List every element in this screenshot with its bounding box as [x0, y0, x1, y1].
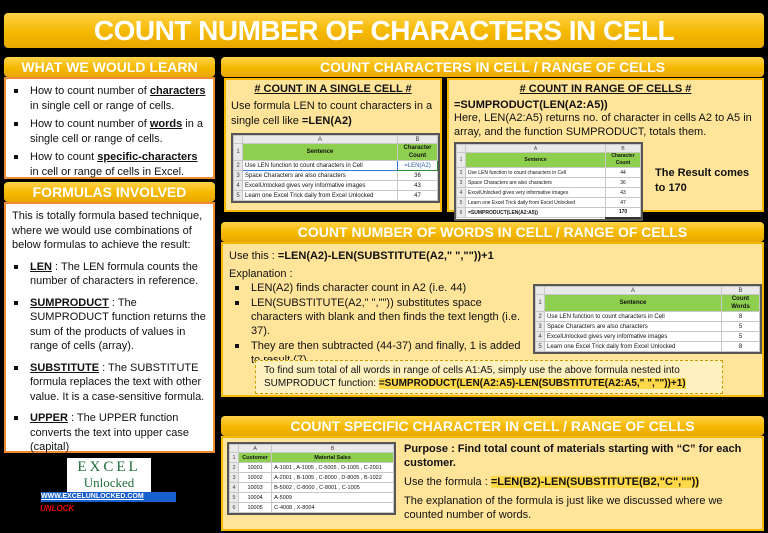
learn-item: How to count number of characters in sin…	[8, 84, 209, 113]
learn-item: How to count number of words in a single…	[8, 117, 209, 146]
formulas-panel: FORMULAS INVOLVED This is totally formul…	[4, 182, 215, 453]
words-body: Use this : =LEN(A2)-LEN(SUBSTITUTE(A2," …	[221, 242, 764, 397]
formulas-body: This is totally formula based technique,…	[4, 202, 215, 453]
range-result: The Result comes to 170	[655, 167, 750, 195]
table-row: 3 Space Characters are also characters 5	[535, 321, 760, 332]
logo-tag: UNLOCK	[40, 504, 75, 513]
table-row: 5 10004 A-5009	[229, 492, 394, 503]
specific-header: COUNT SPECIFIC CHARACTER IN CELL / RANGE…	[221, 416, 764, 436]
range-cell-box: # COUNT IN RANGE OF CELLS # =SUMPRODUCT(…	[447, 78, 764, 221]
table-row: 4 ExcelUnlocked gives very informative im…	[456, 187, 641, 198]
learn-header: WHAT WE WOULD LEARN	[4, 57, 215, 77]
table-row: 5 Learn one Excel Trick daily from Excel …	[456, 197, 641, 208]
logo-line2: Unlocked	[83, 475, 135, 490]
formula-item: LEN : The LEN formula counts the number …	[8, 260, 209, 289]
range-formula: =SUMPRODUCT(LEN(A2:A5))	[454, 99, 608, 111]
table-row: 3 10002 A-2001 , B-1005 , C-8000 , D-8005 …	[229, 472, 394, 483]
formula-item: SUBSTITUTE : The SUBSTITUTE formula repl…	[8, 361, 209, 405]
words-bullets: LEN(A2) finds character count in A2 (i.e…	[229, 281, 529, 367]
table-row: 6 10005 C-4008 , X-8004	[229, 502, 394, 513]
specific-use: Use the formula : =LEN(B2)-LEN(SUBSTITUT…	[404, 476, 699, 488]
chars-header: COUNT CHARACTERS IN CELL / RANGE OF CELL…	[221, 57, 764, 77]
chars-panel: COUNT CHARACTERS IN CELL / RANGE OF CELL…	[221, 57, 764, 77]
table-row: 5 Learn one Excel Trick daily from Excel …	[233, 190, 438, 201]
single-cell-box: # COUNT IN A SINGLE CELL # Use formula L…	[224, 78, 442, 212]
range-title: # COUNT IN RANGE OF CELLS #	[519, 83, 692, 95]
logo-url[interactable]: WWW.EXCELUNLOCKED.COM	[41, 492, 176, 502]
table-row: 4 ExcelUnlocked gives very informative im…	[535, 331, 760, 342]
table-row: 2 Use LEN function to count characters in…	[535, 311, 760, 322]
learn-item: How to count specific-characters in cell…	[8, 150, 209, 179]
formulas-intro: This is totally formula based technique,…	[12, 210, 203, 251]
logo-line1: EXCEL	[77, 459, 141, 475]
specific-purpose: Purpose : Find total count of materials …	[404, 443, 742, 469]
main-title: COUNT NUMBER OF CHARACTERS IN CELL	[4, 13, 764, 48]
learn-list: How to count number of characters in sin…	[8, 84, 209, 179]
single-title: # COUNT IN A SINGLE CELL #	[254, 83, 412, 95]
learn-panel: WHAT WE WOULD LEARN How to count number …	[4, 57, 215, 179]
logo: EXCEL Unlocked	[67, 458, 151, 492]
learn-body: How to count number of characters in sin…	[4, 77, 215, 179]
table-row: 2 10001 A-1001 , A-1005 , C-5005 , D-1005 …	[229, 462, 394, 473]
formula-item: UPPER : The UPPER function converts the …	[8, 411, 209, 455]
formulas-header: FORMULAS INVOLVED	[4, 182, 215, 202]
specific-panel: COUNT SPECIFIC CHARACTER IN CELL / RANGE…	[221, 416, 764, 531]
words-note: To find sum total of all words in range …	[255, 360, 723, 394]
range-text: Here, LEN(A2:A5) returns no. of characte…	[454, 112, 752, 138]
words-header: COUNT NUMBER OF WORDS IN CELL / RANGE OF…	[221, 222, 764, 242]
table-row: 3 Space Characters are also characters 36	[233, 170, 438, 181]
words-bullet: LEN(A2) finds character count in A2 (i.e…	[229, 281, 529, 295]
table-row: 4 ExcelUnlocked gives very informative im…	[233, 180, 438, 191]
table-row: 4 10003 B-5002 , C-8000 , C-8001 , C-1005	[229, 482, 394, 493]
formula-list: LEN : The LEN formula counts the number …	[8, 260, 209, 455]
table-row: 2 Use LEN function to count characters in…	[456, 167, 641, 178]
words-bullet: LEN(SUBSTITUTE(A2," ","")) substitutes s…	[229, 296, 529, 338]
table-row: 2 Use LEN function to count characters in…	[233, 160, 438, 171]
table-row: 3 Space Characters are also characters 36	[456, 177, 641, 188]
specific-expl: The explanation of the formula is just l…	[404, 495, 723, 521]
formula-item: SUMPRODUCT : The SUMPRODUCT function ret…	[8, 296, 209, 354]
table-row: 5 Learn one Excel Trick daily from Excel …	[535, 341, 760, 352]
words-expl-label: Explanation :	[229, 268, 293, 280]
single-text: Use formula LEN to count characters in a…	[231, 100, 433, 127]
words-use: Use this : =LEN(A2)-LEN(SUBSTITUTE(A2," …	[229, 250, 494, 262]
words-panel: COUNT NUMBER OF WORDS IN CELL / RANGE OF…	[221, 222, 764, 397]
